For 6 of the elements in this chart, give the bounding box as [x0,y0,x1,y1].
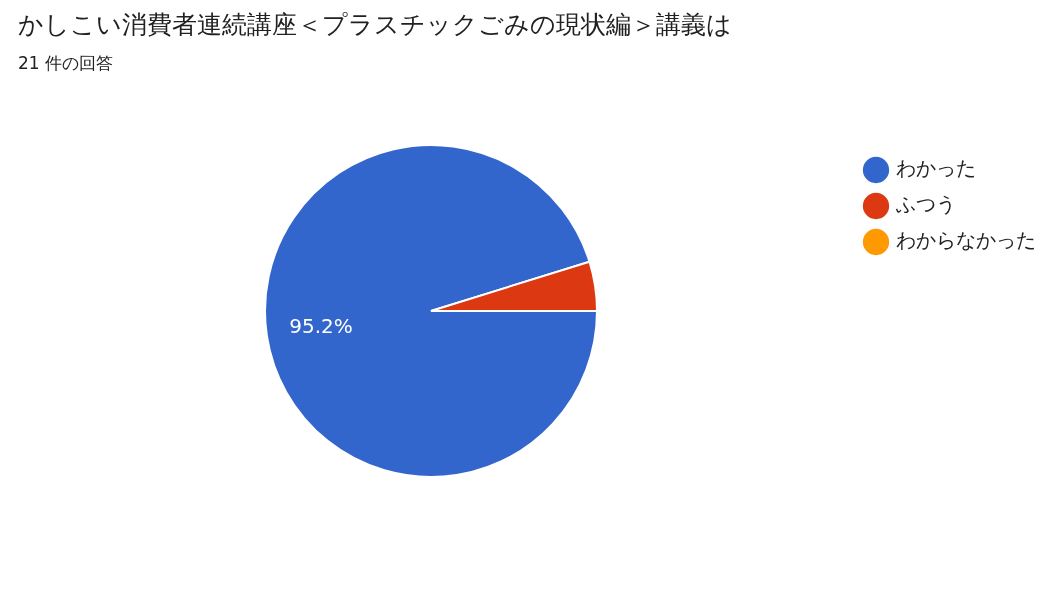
text: 21 件の回答 [18,52,114,75]
data-label: 95.2% [289,313,353,338]
legend-label: ふつう [895,192,956,217]
chart-title: かしこい消費者連続講座＜プラスチックごみの現状編＞講義は [18,9,732,41]
legend-label: わかった [896,156,976,181]
legend-label: わからなかった [896,228,1036,253]
